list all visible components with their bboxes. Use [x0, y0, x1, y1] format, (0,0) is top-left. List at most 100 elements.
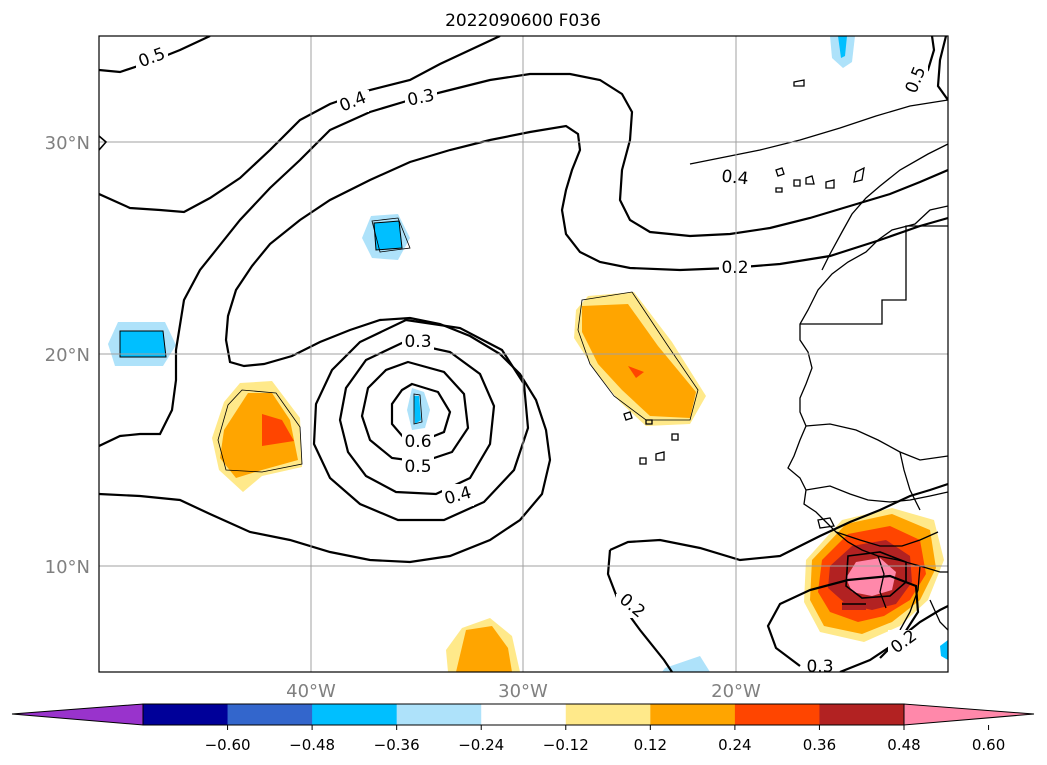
negative-core-north [838, 36, 847, 58]
colorbar-segment [819, 704, 905, 725]
outline-cyclone-negative [413, 393, 423, 425]
contour-labels: 0.5 0.4 0.3 0.5 0.4 0.2 0.3 0.6 0.5 0.4 [136, 44, 930, 677]
positive-core-west [220, 393, 298, 478]
colorbar-segments [12, 704, 1034, 725]
negative-area-south [662, 656, 710, 672]
contour-label-bg-10 [616, 594, 648, 618]
contour-0.3-upper [99, 72, 948, 447]
contour-0.4-ne [936, 36, 948, 101]
cape-verde-3 [671, 433, 679, 441]
lon-label-30w: 30°W [498, 681, 548, 702]
outline-center-negative [371, 217, 411, 253]
positive-core-center-east [582, 304, 696, 418]
contour-label-bg-6 [402, 330, 434, 352]
colorbar-segment [650, 704, 736, 725]
colorbar-tick-label: −0.24 [458, 736, 504, 754]
coastlines [623, 79, 948, 631]
border-sierra-leone [877, 555, 887, 609]
coast-north-2 [689, 99, 948, 165]
island-6 [853, 166, 865, 183]
colorbar-segment [396, 704, 482, 725]
colorbar-tick-label: −0.48 [289, 736, 335, 754]
contour-0.3-se-inner [845, 551, 907, 599]
contour-label-4: 0.4 [721, 167, 750, 190]
graticule [99, 36, 948, 672]
colorbar-ticks: −0.60 −0.48 −0.36 −0.24 −0.12 0.12 0.24 0.36 0.4… [205, 725, 1005, 754]
lon-label-20w: 20°W [711, 681, 761, 702]
figure-title: 2022090600 F036 [445, 11, 601, 31]
lat-label-10n: 10°N [45, 557, 90, 578]
colorbar-tick-label: 0.24 [718, 736, 751, 754]
lat-label-20n: 20°N [45, 345, 90, 366]
colorbar-extend-max [904, 704, 1034, 725]
map-panel: 0.5 0.4 0.3 0.5 0.4 0.2 0.3 0.6 0.5 0.4 [45, 35, 949, 702]
border-senegal [805, 485, 948, 503]
colorbar-tick-label: 0.12 [634, 736, 667, 754]
contour-label-bg-8 [402, 455, 434, 477]
outline-center-east-positive [577, 291, 699, 421]
map-frame [98, 35, 949, 673]
lat-label-30n: 30°N [45, 133, 90, 154]
positive-peak-center-east [628, 366, 644, 378]
contour-label-bg-7 [402, 430, 434, 452]
outline-west-positive [217, 389, 303, 473]
bijagos [817, 517, 835, 529]
colorbar-tick-label: 0.36 [803, 736, 836, 754]
contour-label-bg-9 [442, 484, 474, 506]
colorbar-extend-min [12, 704, 143, 725]
colorbar-segment [565, 704, 651, 725]
contour-0.4-west [99, 36, 501, 214]
contour-label-bg-12 [804, 656, 836, 672]
shading-outlines [217, 217, 699, 473]
contour-label-5: 0.2 [721, 258, 748, 278]
border-guinea [835, 531, 939, 547]
cape-verde-5 [655, 451, 665, 461]
colorbar-segment [227, 704, 313, 725]
africa-coast [787, 205, 948, 573]
island-1 [793, 79, 805, 87]
colorbar-tick-label: −0.12 [543, 736, 589, 754]
border-ivory [929, 599, 948, 631]
contour-label-bg-5 [719, 256, 751, 278]
contour-label-6: 0.3 [404, 332, 431, 352]
contour-0.2-lower [609, 482, 948, 562]
colorbar-tick-label: −0.36 [374, 736, 420, 754]
contour-label-7: 0.6 [404, 432, 431, 452]
negative-core-cyclone [414, 396, 421, 424]
negative-core-west [119, 330, 167, 358]
colorbar-segment [734, 704, 820, 725]
contour-label-bg-11 [888, 630, 920, 654]
island-7 [775, 187, 783, 193]
contour-0.2-upper [99, 124, 948, 564]
border-inland [899, 451, 921, 511]
edge-contour-marker [98, 135, 108, 151]
contour-label-12: 0.3 [806, 657, 833, 677]
contour-label-bg-1 [337, 90, 369, 112]
island-2 [775, 167, 785, 177]
border-liberia [899, 565, 921, 631]
colorbar-segment [312, 704, 398, 725]
contour-label-bg-0 [136, 46, 168, 68]
positive-core-south [456, 626, 512, 672]
contour-label-bg-3 [904, 64, 928, 96]
border-mali-1 [805, 423, 948, 461]
coast-north [821, 143, 948, 271]
contour-label-bg-2 [405, 86, 437, 108]
positive-peak-west [262, 414, 294, 446]
negative-area-east-edge [940, 640, 948, 660]
colorbar-frame [142, 703, 905, 726]
cape-verde-1 [623, 411, 633, 421]
contour-label-8: 0.5 [404, 457, 431, 477]
contour-cyclone-0.4 [338, 340, 496, 496]
contour-cyclone-0.3 [312, 318, 530, 522]
island-5 [825, 179, 835, 189]
colorbar-tick-label: 0.60 [972, 736, 1005, 754]
colorbar-segment [143, 704, 229, 725]
cape-verde-2 [645, 419, 653, 425]
colorbar-tick-label: 0.48 [887, 736, 920, 754]
lon-label-40w: 40°W [286, 681, 336, 702]
contour-label-bg-4 [719, 166, 751, 188]
island-3 [793, 179, 801, 187]
